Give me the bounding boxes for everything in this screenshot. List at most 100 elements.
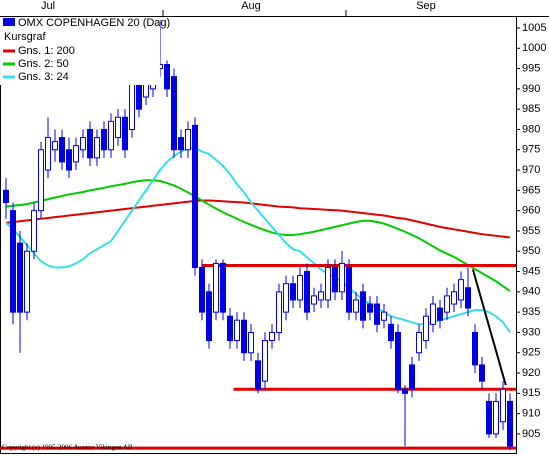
candle-body — [430, 303, 436, 325]
y-tick-label: 975 — [522, 144, 540, 156]
candle-body — [227, 315, 233, 342]
y-tick-label: 950 — [522, 245, 540, 257]
candle-body — [472, 331, 478, 366]
legend: OMX COPENHAGEN 20 (Dag) Kursgraf Gns. 1:… — [0, 17, 170, 85]
y-tick-label: 905 — [522, 428, 540, 440]
x-tick-label: Aug — [241, 0, 261, 12]
legend-title: OMX COPENHAGEN 20 (Dag) — [18, 17, 170, 29]
x-tick-label: Jul — [41, 0, 55, 12]
y-tick-label: 990 — [522, 83, 540, 95]
y-tick-label: 965 — [522, 184, 540, 196]
candle-body — [367, 303, 373, 313]
candle-body — [108, 120, 114, 151]
candle-body — [164, 63, 170, 90]
candle-body — [59, 137, 65, 163]
candle-body — [178, 137, 184, 151]
candle-body — [17, 242, 23, 313]
y-tick-label: 920 — [522, 367, 540, 379]
candle-body — [45, 137, 51, 171]
y-tick-label: 935 — [522, 306, 540, 318]
candle-body — [451, 291, 457, 305]
candle-body — [269, 331, 275, 342]
legend-swatch — [3, 18, 15, 26]
candle-body — [395, 331, 401, 390]
y-tick-label: 940 — [522, 286, 540, 298]
candle-body — [80, 137, 86, 151]
copyright: Copyright (c) 1995-2006 Avanza Vikingen … — [2, 444, 133, 452]
candle-body — [318, 291, 324, 301]
candle-body — [276, 291, 282, 333]
candle-body — [381, 311, 387, 321]
y-tick-label: 1005 — [522, 22, 546, 34]
candle-body — [283, 283, 289, 313]
candle-body — [290, 283, 296, 301]
candle-body — [115, 116, 121, 139]
moving-average — [5, 199, 511, 239]
candle-body — [262, 340, 268, 382]
candle-body — [500, 388, 506, 423]
legend-box — [0, 17, 160, 85]
y-tick-label: 930 — [522, 326, 540, 338]
candle-body — [31, 210, 37, 252]
x-tick-label: Sep — [416, 0, 436, 12]
y-tick-label: 915 — [522, 387, 540, 399]
legend-label: Kursgraf — [4, 31, 47, 43]
candle-body — [402, 388, 408, 394]
candle-body — [297, 275, 303, 301]
candle-body — [10, 210, 16, 313]
candle-body — [241, 319, 247, 354]
candle-body — [206, 291, 212, 342]
y-tick-label: 995 — [522, 62, 540, 74]
candle-body — [479, 364, 485, 382]
candle-body — [234, 319, 240, 342]
candle-body — [458, 279, 464, 301]
candle-body — [255, 360, 261, 390]
candle-body — [122, 116, 128, 151]
legend-label: Gns. 3: 24 — [18, 71, 69, 83]
candle-body — [73, 145, 79, 163]
candle-body — [409, 364, 415, 390]
candle-body — [311, 295, 317, 305]
candle-body — [220, 262, 226, 313]
legend-label: Gns. 1: 200 — [18, 45, 75, 57]
candle-body — [360, 291, 366, 321]
candle-body — [416, 331, 422, 354]
plot-marks — [0, 19, 516, 451]
candle-body — [213, 262, 219, 313]
candle-body — [192, 124, 198, 268]
legend-label: Gns. 2: 50 — [18, 58, 69, 70]
y-tick-label: 970 — [522, 164, 540, 176]
candle-body — [38, 149, 44, 212]
candle-body — [101, 128, 107, 151]
candle-body — [52, 141, 58, 151]
candle-body — [87, 128, 93, 159]
y-tick-label: 910 — [522, 408, 540, 420]
candle-body — [185, 128, 191, 151]
candle-body — [346, 266, 352, 313]
y-tick-label: 985 — [522, 103, 540, 115]
candle-body — [171, 76, 177, 151]
trendline — [471, 269, 507, 386]
candle-body — [332, 266, 338, 293]
moving-average — [5, 179, 511, 292]
y-tick-label: 960 — [522, 205, 540, 217]
y-tick-label: 980 — [522, 123, 540, 135]
candle-body — [3, 189, 9, 204]
candle-body — [325, 266, 331, 301]
candle-body — [199, 266, 205, 313]
candle-body — [94, 137, 100, 159]
candle-body — [423, 315, 429, 342]
candle-body — [388, 323, 394, 342]
candle-body — [248, 331, 254, 354]
y-tick-label: 955 — [522, 225, 540, 237]
candle-body — [24, 250, 30, 313]
candle-body — [66, 149, 72, 171]
candle-body — [374, 303, 380, 325]
candle-body — [339, 262, 345, 293]
candle-body — [444, 295, 450, 313]
candle-body — [486, 400, 492, 435]
candle-body — [437, 307, 443, 321]
y-tick-label: 925 — [522, 347, 540, 359]
y-tick-label: 945 — [522, 265, 540, 277]
